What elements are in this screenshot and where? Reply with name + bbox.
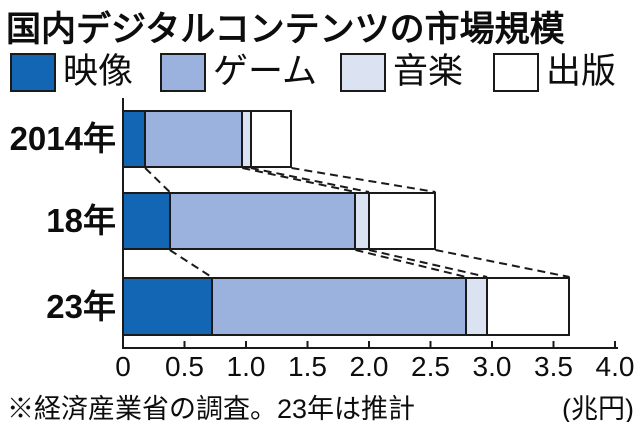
source-note: ※経済産業省の調査。23年は推計 [7,394,416,422]
x-axis-tick-label: 3.0 [472,351,512,382]
legend-item-game: ゲーム [160,50,317,94]
legend-label-publishing: 出版 [546,52,617,91]
segment-connector-dashed-line [250,167,370,193]
segment-connector-dashed-line [291,167,436,193]
chart-title: 国内デジタルコンテンツの市場規模 [6,10,565,49]
segment-connector-dashed-line [242,167,356,193]
row-label: 2014年 [9,120,116,157]
legend-item-music: 音楽 [340,50,463,94]
x-axis-tick-label: 1.0 [226,351,266,382]
x-axis-tick-label: 3.5 [534,351,573,382]
bar-segment-出版 [367,192,437,250]
x-axis-tick-label: 2.5 [411,351,450,382]
segment-connector-dashed-line [144,167,171,193]
segment-connector-dashed-line [355,249,467,278]
x-axis-tick-label: 0.5 [165,351,204,382]
legend-swatch-video [10,52,56,92]
legend-swatch-publishing [493,52,539,92]
bar-segment-出版 [486,277,571,336]
axis-unit-label: (兆円) [562,394,634,422]
bar-segment-ゲーム [144,110,244,168]
bar-segment-ゲーム [210,277,468,336]
stacked-bar [122,277,571,336]
segment-connector-dashed-line [169,249,213,278]
bar-segment-ゲーム [168,192,357,250]
stacked-bar [122,110,293,168]
legend-item-video: 映像 [10,50,133,94]
bar-segment-映像 [122,192,171,250]
x-axis-tick-label: 1.5 [288,351,327,382]
legend-item-publishing: 出版 [493,50,616,94]
bar-segment-出版 [249,110,293,168]
bar-segment-映像 [122,110,147,168]
legend-swatch-music [340,52,386,92]
row-label: 23年 [46,288,116,325]
row-label: 18年 [46,202,116,239]
x-axis-tick-label: 2.0 [349,351,389,382]
legend-label-music: 音楽 [393,52,464,91]
legend-label-game: ゲーム [213,52,317,91]
x-axis-tick-label: 4.0 [595,351,635,382]
legend-swatch-game [160,52,206,92]
bar-segment-映像 [122,277,213,336]
stacked-bar [122,192,437,250]
bar-segment-音楽 [465,277,489,336]
legend-label-video: 映像 [63,52,134,91]
segment-connector-dashed-line [368,249,488,278]
segment-connector-dashed-line [435,249,570,278]
x-axis-tick-label: 0 [115,351,131,382]
